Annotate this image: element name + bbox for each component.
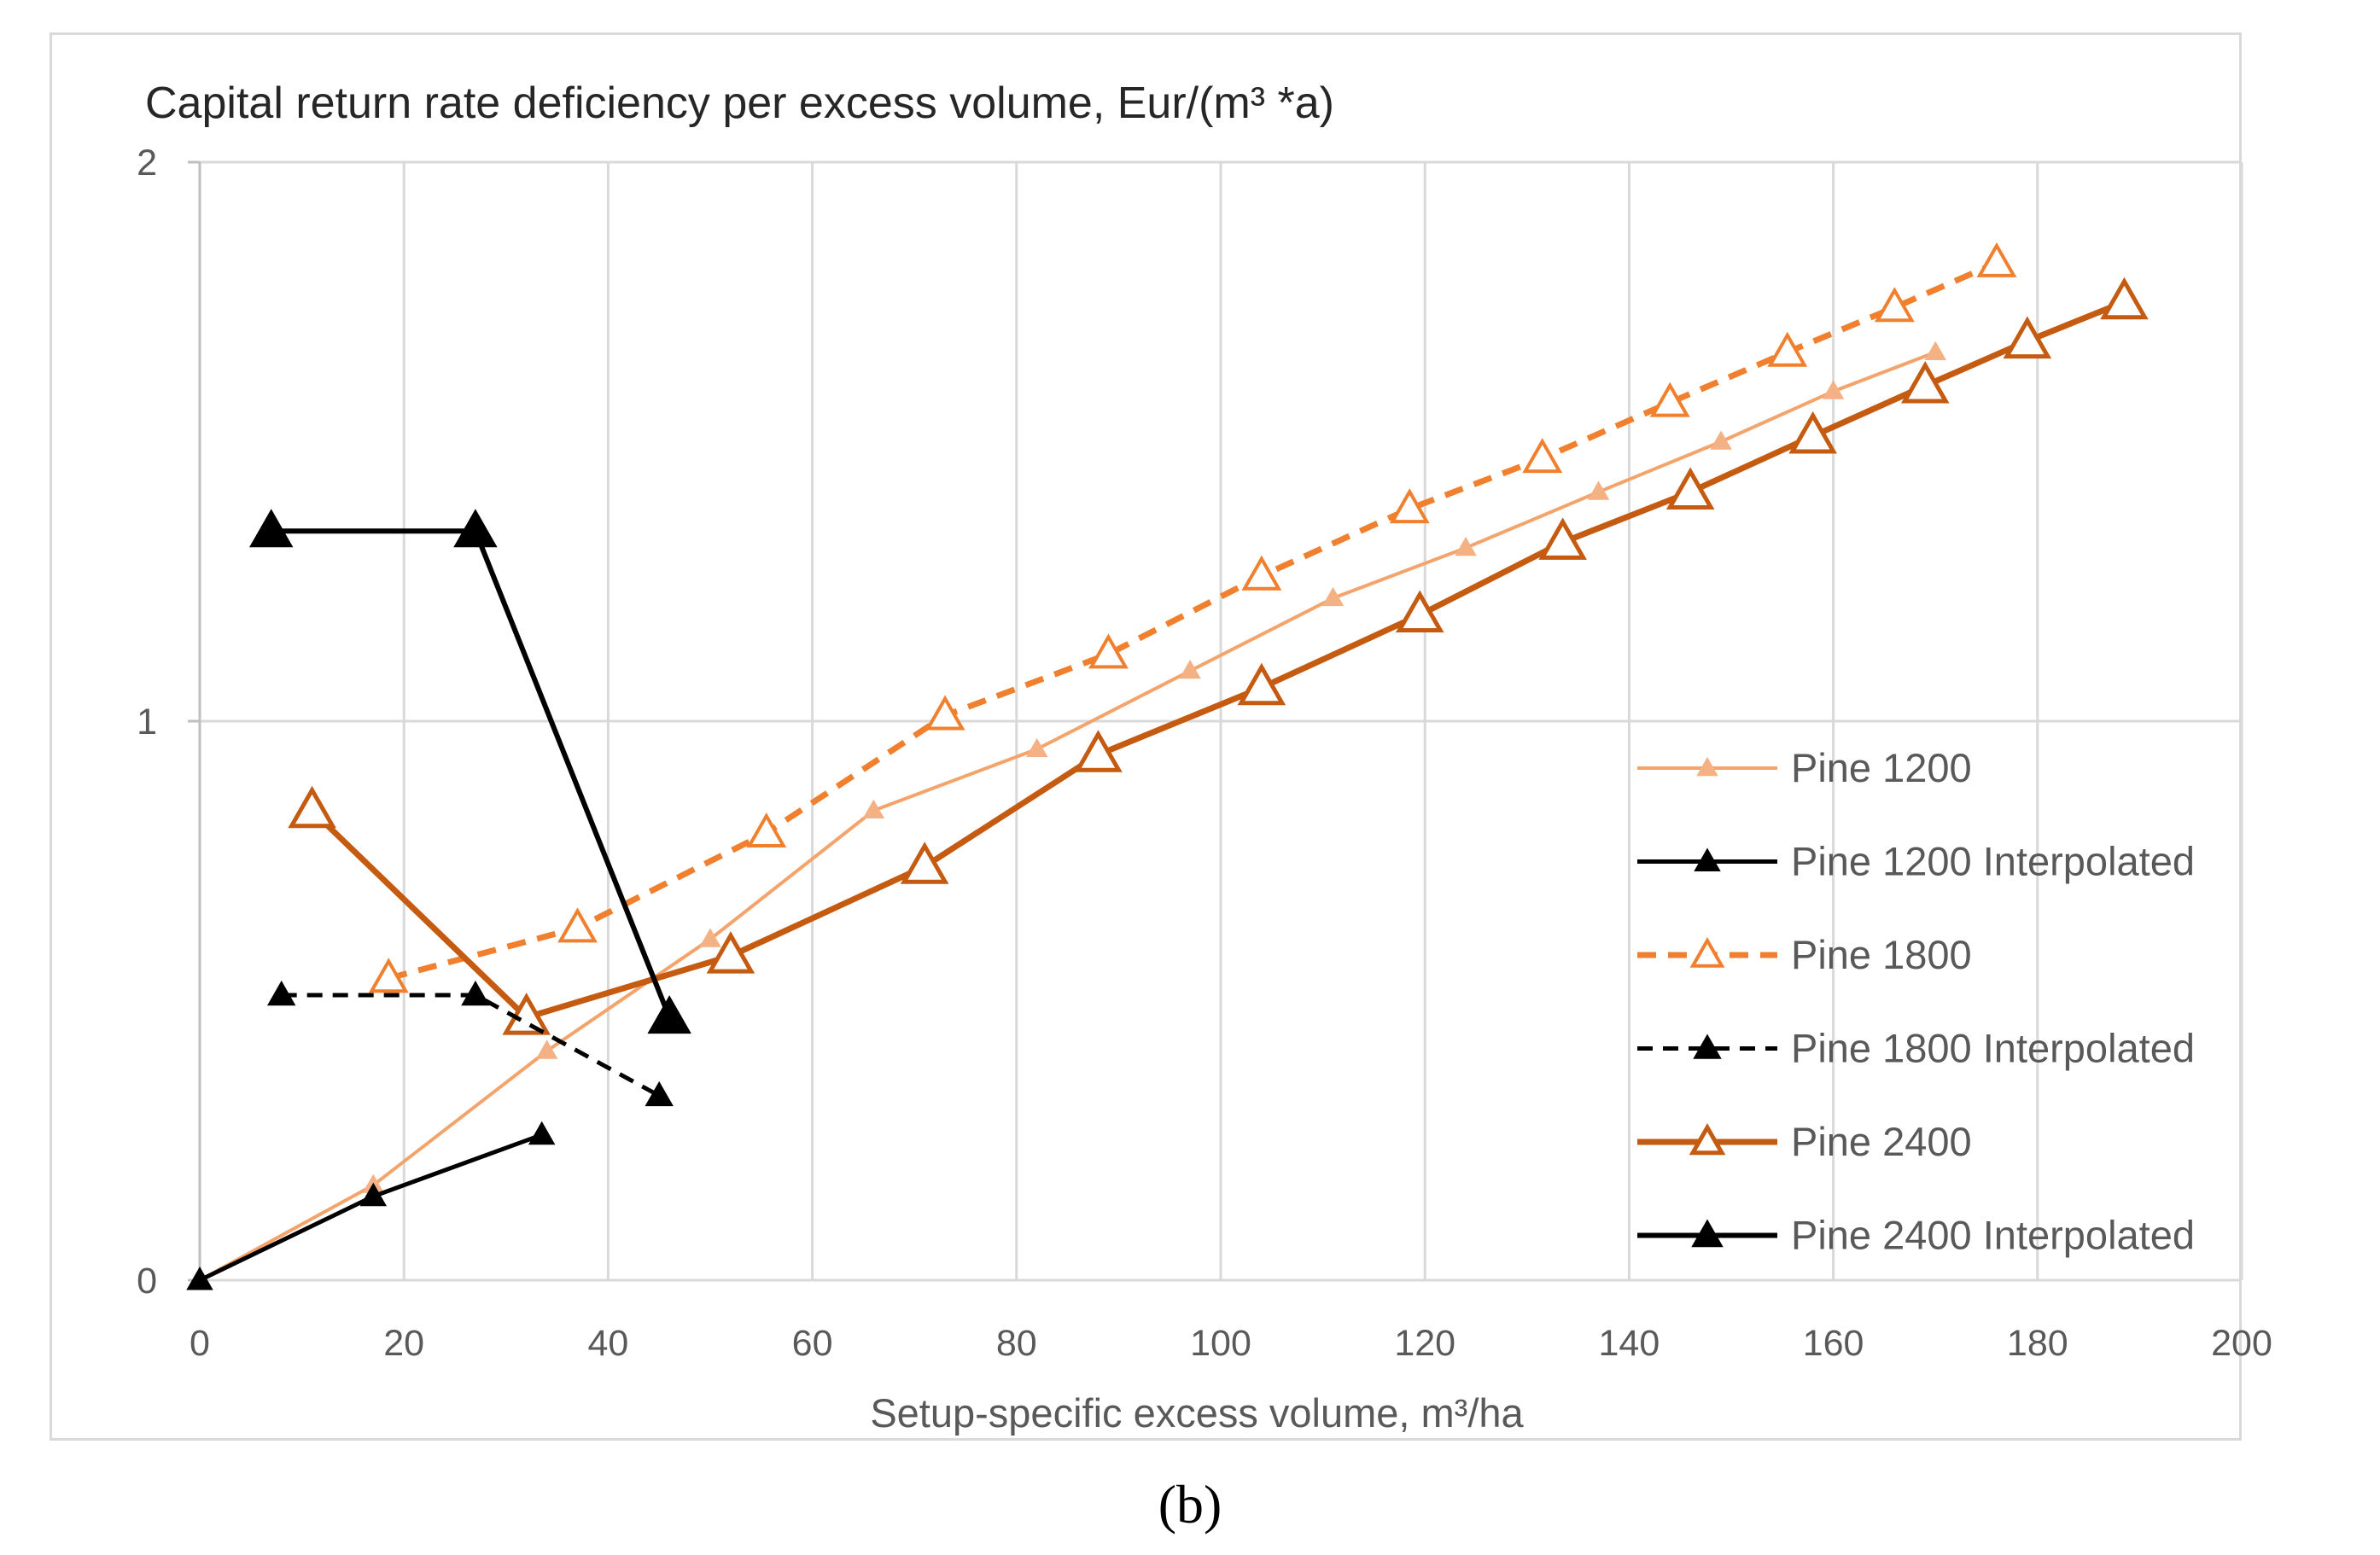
data-point-pine-1800 (1649, 381, 1690, 417)
data-point-pine-1200 (1321, 586, 1345, 607)
data-point-pine-1800 (746, 812, 787, 847)
data-point-pine-1800 (1522, 438, 1563, 474)
data-point-pine-2400-interpolated (453, 509, 498, 548)
data-point-pine-2400 (1665, 467, 1715, 510)
legend-marker-pine-1800 (1689, 936, 1725, 968)
axes: 0 20 40 60 80 100 120 140 160 180 200 0 1 2 (137, 143, 2272, 1364)
legend-label-pine-2400-interpolated: Pine 2400 Interpolated (1791, 1213, 2195, 1258)
legend-marker-pine-1800-interpolated (1693, 1034, 1722, 1059)
legend-marker-pine-2400 (1689, 1122, 1726, 1156)
legend-item-pine-1800-interpolated: Pine 1800 Interpolated (1637, 1026, 2195, 1071)
x-axis-label: Setup-specific excess volume, m³/ha (870, 1390, 1524, 1436)
grid-lines (200, 160, 2243, 1280)
data-point-pine-2400 (1395, 590, 1444, 633)
y-tick-label: 2 (137, 143, 157, 183)
data-point-pine-1800 (368, 958, 409, 993)
data-point-pine-1200-interpolated (186, 1266, 213, 1290)
legend-marker-pine-1200 (1696, 756, 1718, 777)
data-point-pine-2400 (1074, 730, 1123, 772)
data-point-pine-1200 (535, 1040, 558, 1059)
x-tick-label: 100 (1190, 1323, 1251, 1364)
data-point-pine-2400 (2100, 277, 2149, 320)
x-tick-label: 0 (190, 1323, 210, 1364)
data-point-pine-1200-interpolated (359, 1182, 388, 1207)
data-point-pine-1200 (699, 928, 721, 947)
data-point-pine-1800 (1874, 287, 1915, 323)
data-point-pine-2400-interpolated (248, 509, 294, 548)
series-line-pine-2400 (310, 299, 2126, 1021)
legend-label-pine-1800-interpolated: Pine 1800 Interpolated (1791, 1026, 2195, 1071)
data-point-pine-1200 (1455, 536, 1477, 556)
legend-item-pine-1800: Pine 1800 (1637, 932, 1972, 977)
data-point-pine-1800-interpolated (461, 980, 490, 1006)
data-point-pine-1200 (1587, 480, 1610, 500)
data-point-pine-2400-interpolated (647, 995, 691, 1034)
data-point-pine-1200 (862, 799, 885, 819)
x-tick-label: 80 (996, 1323, 1037, 1364)
data-point-pine-2400 (1788, 411, 1837, 454)
data-point-pine-1200 (1025, 737, 1048, 757)
data-series (186, 242, 2149, 1290)
data-point-pine-1200-interpolated (528, 1121, 556, 1145)
data-point-pine-1800 (557, 907, 598, 943)
data-point-pine-1200 (1710, 430, 1732, 450)
x-tick-label: 40 (587, 1323, 628, 1364)
data-point-pine-1800-interpolated (266, 980, 296, 1006)
data-point-pine-1800 (1389, 488, 1430, 524)
x-tick-label: 200 (2211, 1323, 2272, 1364)
legend-label-pine-2400: Pine 2400 (1791, 1119, 1972, 1164)
x-tick-label: 120 (1394, 1323, 1455, 1364)
legend-marker-pine-2400-interpolated (1691, 1219, 1724, 1248)
legend-item-pine-2400: Pine 2400 (1637, 1119, 1972, 1164)
data-point-pine-2400 (706, 931, 755, 974)
data-point-pine-1800 (1976, 242, 2017, 277)
legend: Pine 1200 Pine 1200 Interpolated Pine 1800… (1637, 745, 2195, 1258)
legend-marker-pine-1200-interpolated (1694, 847, 1721, 871)
x-tick-label: 160 (1803, 1323, 1864, 1364)
data-point-pine-1200 (1924, 341, 1946, 360)
data-point-pine-1800-interpolated (645, 1080, 674, 1107)
data-point-pine-2400 (288, 785, 336, 829)
legend-label-pine-1800: Pine 1800 (1791, 932, 1972, 977)
data-point-pine-2400 (2003, 316, 2052, 359)
series-line-pine-1800-interpolated (281, 993, 661, 1098)
data-point-pine-1200 (1179, 660, 1201, 679)
y-tick-label: 1 (137, 702, 157, 743)
data-point-pine-2400 (900, 842, 949, 884)
data-point-pine-1200 (1822, 380, 1845, 399)
legend-item-pine-1200: Pine 1200 (1637, 745, 1972, 790)
legend-label-pine-1200-interpolated: Pine 1200 Interpolated (1791, 839, 2195, 884)
figure-caption: (b) (1158, 1474, 1222, 1535)
data-point-pine-2400 (1237, 662, 1286, 706)
series-pine-1800-interpolated (266, 980, 674, 1107)
data-point-pine-2400 (1538, 517, 1587, 560)
legend-item-pine-1200-interpolated: Pine 1200 Interpolated (1637, 839, 2195, 884)
data-point-pine-2400 (502, 993, 551, 1035)
series-pine-1200-interpolated (186, 1121, 556, 1290)
series-pine-2400 (288, 277, 2149, 1035)
legend-label-pine-1200: Pine 1200 (1791, 745, 1972, 790)
data-point-pine-1800 (925, 695, 965, 731)
legend-item-pine-2400-interpolated: Pine 2400 Interpolated (1637, 1213, 2195, 1258)
data-point-pine-1800 (1241, 555, 1282, 591)
series-line-pine-1800 (388, 259, 1998, 981)
x-tick-label: 140 (1599, 1323, 1660, 1364)
x-tick-label: 20 (383, 1323, 424, 1364)
chart-title: Capital return rate deficiency per exces… (145, 79, 1334, 128)
x-tick-label: 60 (792, 1323, 833, 1364)
data-point-pine-2400 (1900, 360, 1950, 404)
series-pine-1800 (368, 242, 2017, 993)
data-point-pine-1800 (1088, 633, 1129, 669)
series-line-pine-2400-interpolated (271, 528, 672, 1019)
y-tick-label: 0 (137, 1261, 157, 1302)
x-tick-label: 180 (2007, 1323, 2068, 1364)
data-point-pine-1800 (1767, 331, 1808, 367)
series-line-pine-1200-interpolated (198, 1133, 543, 1283)
series-pine-2400-interpolated (248, 509, 691, 1034)
